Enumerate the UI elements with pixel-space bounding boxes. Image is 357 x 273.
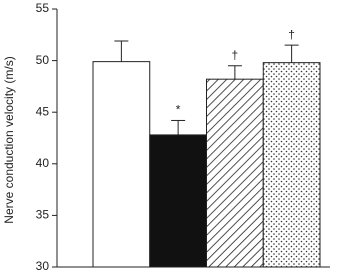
y-tick-label: 55: [36, 1, 50, 15]
bar: [206, 78, 264, 268]
bar: [92, 61, 151, 268]
y-tick-label: 35: [36, 208, 50, 222]
bar: [149, 134, 207, 268]
y-tick-label: 50: [36, 53, 50, 67]
y-tick-label: 40: [36, 156, 50, 170]
y-axis-label: Nerve conduction velocity (m/s): [2, 56, 16, 223]
annotation: *: [176, 103, 181, 117]
y-tick-label: 45: [36, 104, 50, 118]
bar: [262, 62, 321, 268]
y-tick-label: 30: [36, 259, 50, 273]
annotation: †: [232, 48, 239, 62]
annotation: †: [288, 27, 295, 41]
